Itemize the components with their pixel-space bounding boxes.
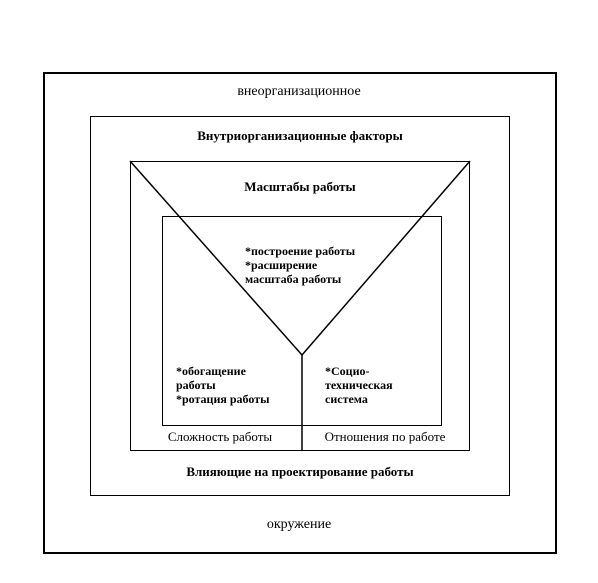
inner-top-label: Масштабы работы	[130, 180, 470, 195]
middle-bottom-label: Влияющие на проектирование работы	[90, 465, 510, 480]
outer-bottom-label: окружение	[0, 517, 598, 533]
outer-top-label: внеорганизационное	[0, 84, 598, 100]
core-bottom-right-text: *Социо- техническая система	[325, 365, 393, 406]
inner-bottom-right-label: Отношения по работе	[305, 430, 465, 445]
core-top-text: *построение работы *расширение масштаба …	[245, 245, 355, 286]
diagram-stage: внеорганизационное окружение Внутриорган…	[0, 0, 598, 583]
inner-bottom-left-label: Сложность работы	[140, 430, 300, 445]
middle-top-label: Внутриорганизационные факторы	[90, 129, 510, 144]
core-bottom-left-text: *обогащение работы *ротация работы	[176, 365, 270, 406]
